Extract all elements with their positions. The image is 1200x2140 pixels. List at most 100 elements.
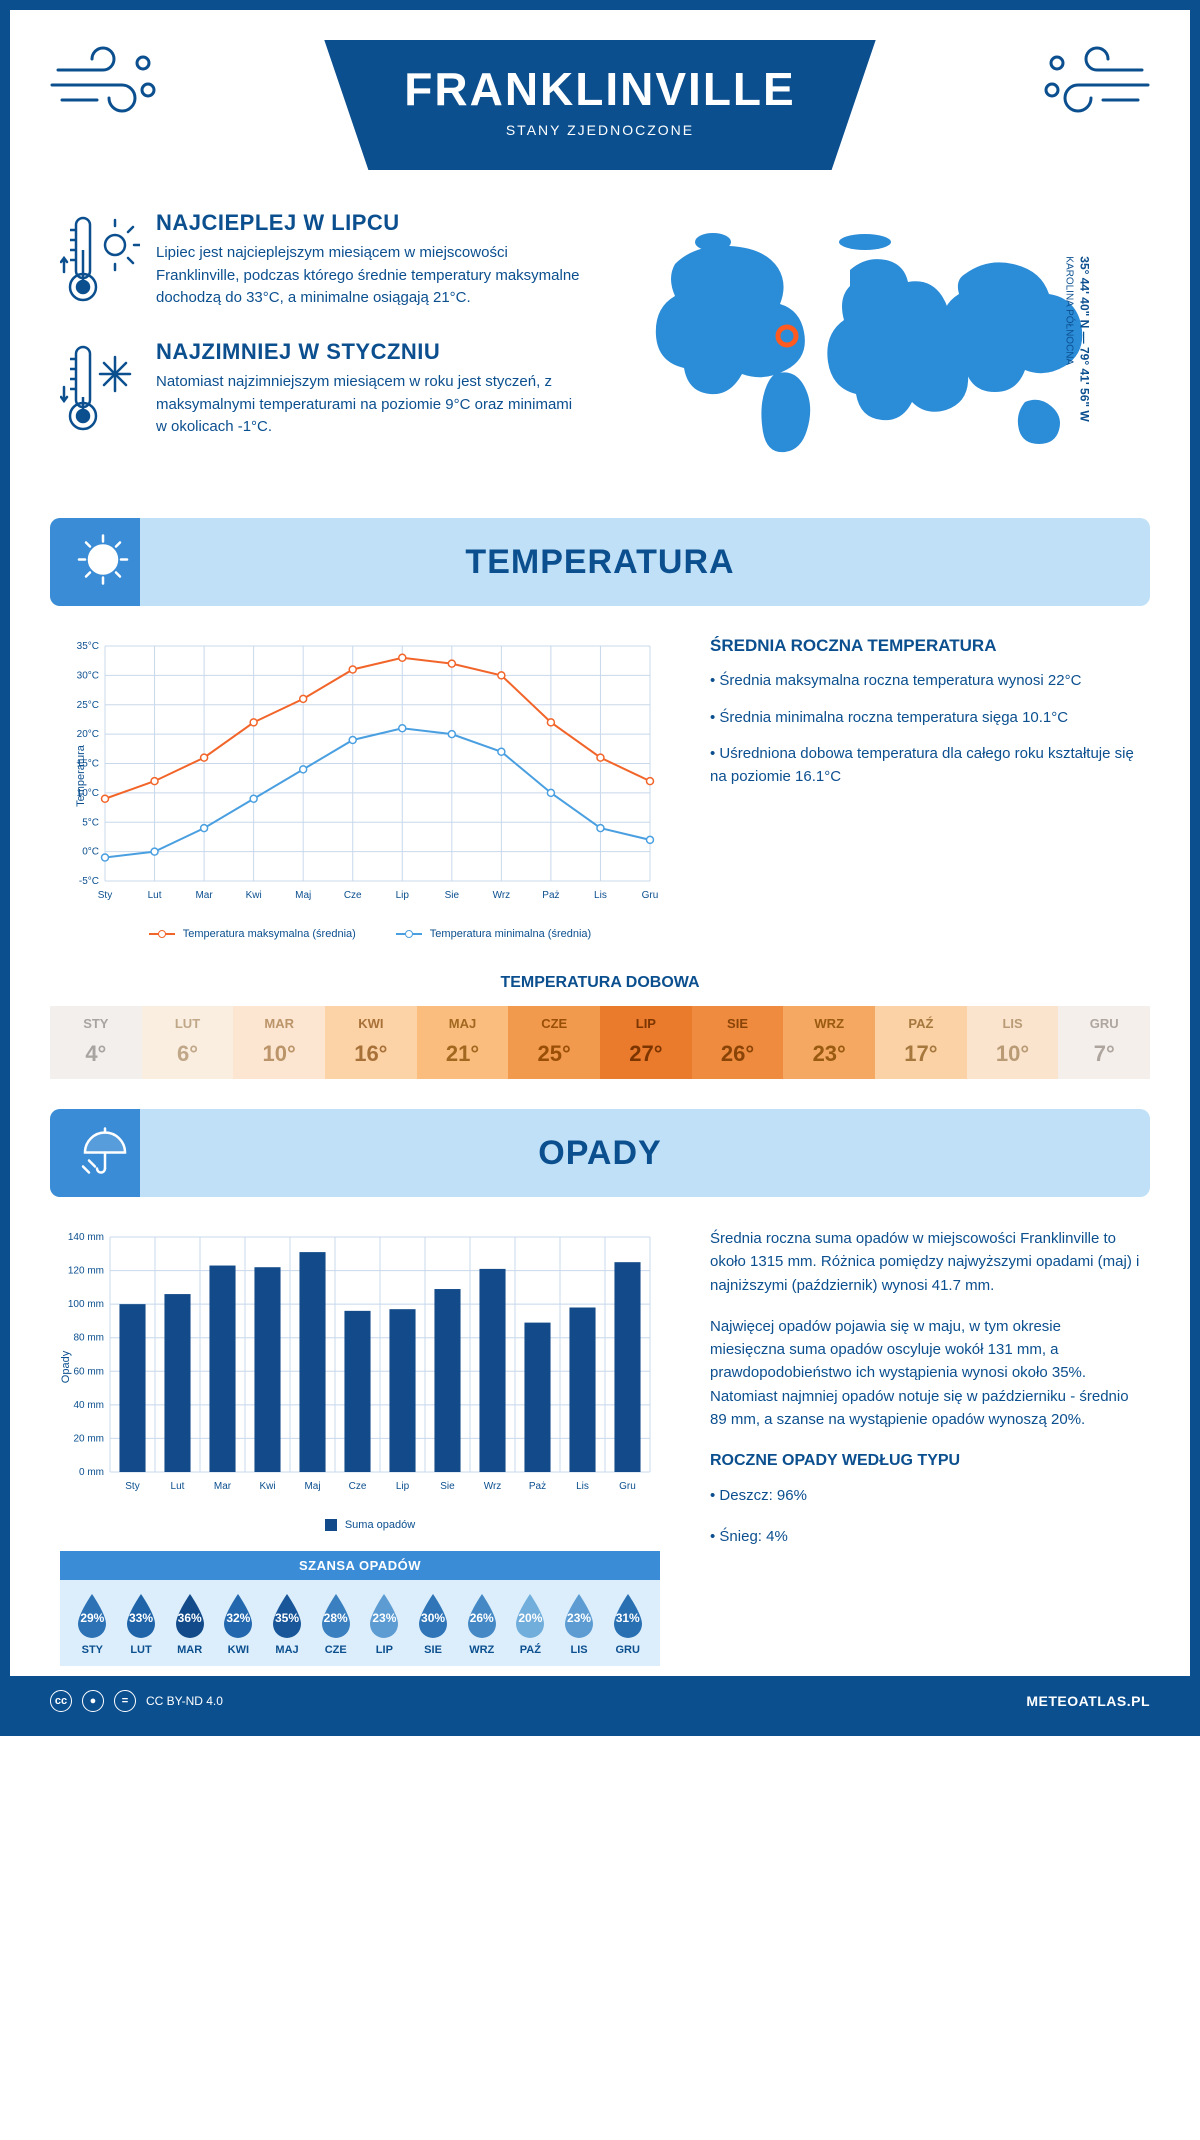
chart-legend: Temperatura maksymalna (średnia) Tempera… — [60, 928, 680, 940]
svg-text:Gru: Gru — [619, 1481, 636, 1492]
world-map: 35° 44' 40" N — 79° 41' 56" W KAROLINA P… — [610, 210, 1140, 468]
svg-text:60 mm: 60 mm — [73, 1366, 104, 1377]
chance-cell: 33% LUT — [117, 1592, 166, 1656]
raindrop-icon: 33% — [121, 1592, 161, 1640]
svg-text:-5°C: -5°C — [79, 876, 99, 887]
precipitation-row: Opady 0 mm20 mm40 mm60 mm80 mm100 mm120 … — [10, 1197, 1190, 1676]
section-header-temperature: TEMPERATURA — [50, 518, 1150, 606]
svg-text:20°C: 20°C — [77, 729, 99, 740]
daily-temp-cell: STY 4° — [50, 1006, 142, 1079]
country-subtitle: STANY ZJEDNOCZONE — [404, 122, 795, 138]
raindrop-icon: 26% — [462, 1592, 502, 1640]
chance-cell: 26% WRZ — [457, 1592, 506, 1656]
raindrop-icon: 20% — [510, 1592, 550, 1640]
svg-text:80 mm: 80 mm — [73, 1333, 104, 1344]
raindrop-icon: 31% — [608, 1592, 648, 1640]
by-icon: ● — [82, 1690, 104, 1712]
section-title: TEMPERATURA — [465, 543, 734, 582]
chance-cell: 30% SIE — [409, 1592, 458, 1656]
raindrop-icon: 36% — [170, 1592, 210, 1640]
section-title: OPADY — [538, 1134, 661, 1173]
chance-cell: 29% STY — [68, 1592, 117, 1656]
license-block: cc ● = CC BY-ND 4.0 — [50, 1690, 223, 1712]
temperature-line-chart: Temperatura -5°C0°C5°C10°C15°C20°C25°C30… — [60, 636, 680, 940]
temp-summary-title: ŚREDNIA ROCZNA TEMPERATURA — [710, 636, 1140, 656]
raindrop-icon: 28% — [316, 1592, 356, 1640]
svg-text:Lis: Lis — [576, 1481, 589, 1492]
hot-text: Lipiec jest najcieplejszym miesiącem w m… — [156, 242, 580, 310]
wind-icon — [1040, 45, 1150, 120]
svg-text:Sty: Sty — [98, 890, 112, 901]
precipitation-chance: SZANSA OPADÓW 29% STY 33% LUT 36% MAR — [60, 1551, 660, 1666]
sun-icon — [75, 532, 131, 593]
svg-text:Cze: Cze — [344, 890, 362, 901]
daily-temp-cell: PAŹ 17° — [875, 1006, 967, 1079]
svg-text:Lis: Lis — [594, 890, 607, 901]
temperature-row: Temperatura -5°C0°C5°C10°C15°C20°C25°C30… — [10, 606, 1190, 950]
svg-text:Wrz: Wrz — [493, 890, 511, 901]
svg-text:140 mm: 140 mm — [68, 1232, 104, 1243]
daily-temp-cell: MAJ 21° — [417, 1006, 509, 1079]
precip-p1: Średnia roczna suma opadów w miejscowośc… — [710, 1227, 1140, 1297]
wind-icon — [50, 45, 160, 120]
svg-text:5°C: 5°C — [82, 817, 99, 828]
footer: cc ● = CC BY-ND 4.0 METEOATLAS.PL — [10, 1676, 1190, 1726]
svg-text:Sie: Sie — [440, 1481, 455, 1492]
cold-title: NAJZIMNIEJ W STYCZNIU — [156, 339, 580, 365]
raindrop-icon: 23% — [559, 1592, 599, 1640]
svg-text:Maj: Maj — [295, 890, 311, 901]
chance-cell: 36% MAR — [165, 1592, 214, 1656]
precipitation-bar-chart: Opady 0 mm20 mm40 mm60 mm80 mm100 mm120 … — [60, 1227, 660, 1507]
raindrop-icon: 23% — [364, 1592, 404, 1640]
svg-text:30°C: 30°C — [77, 670, 99, 681]
svg-text:Wrz: Wrz — [484, 1481, 502, 1492]
chance-cell: 32% KWI — [214, 1592, 263, 1656]
hot-title: NAJCIEPLEJ W LIPCU — [156, 210, 580, 236]
svg-text:Sty: Sty — [125, 1481, 139, 1492]
location-title: FRANKLINVILLE — [404, 62, 795, 116]
chance-title: SZANSA OPADÓW — [60, 1551, 660, 1580]
svg-text:0°C: 0°C — [82, 847, 99, 858]
daily-temp-cell: WRZ 23° — [783, 1006, 875, 1079]
svg-text:Lut: Lut — [171, 1481, 185, 1492]
svg-text:120 mm: 120 mm — [68, 1266, 104, 1277]
daily-temp-cell: KWI 16° — [325, 1006, 417, 1079]
precipitation-by-type: ROCZNE OPADY WEDŁUG TYPU • Deszcz: 96%• … — [710, 1449, 1140, 1548]
nd-icon: = — [114, 1690, 136, 1712]
precipitation-summary: Średnia roczna suma opadów w miejscowośc… — [710, 1227, 1140, 1666]
svg-text:Sie: Sie — [445, 890, 460, 901]
y-axis-label: Temperatura — [75, 745, 87, 807]
svg-text:Mar: Mar — [195, 890, 213, 901]
daily-temp-cell: LIP 27° — [600, 1006, 692, 1079]
temp-bullet: • Średnia minimalna roczna temperatura s… — [710, 707, 1140, 730]
svg-text:100 mm: 100 mm — [68, 1299, 104, 1310]
raindrop-icon: 35% — [267, 1592, 307, 1640]
svg-text:Lip: Lip — [396, 890, 410, 901]
chance-cell: 31% GRU — [603, 1592, 652, 1656]
thermometer-hot-icon — [60, 210, 140, 315]
svg-text:35°C: 35°C — [77, 641, 99, 652]
chance-cell: 20% PAŹ — [506, 1592, 555, 1656]
chance-cell: 23% LIS — [555, 1592, 604, 1656]
daily-temp-cell: CZE 25° — [508, 1006, 600, 1079]
svg-text:Gru: Gru — [642, 890, 659, 901]
svg-text:40 mm: 40 mm — [73, 1400, 104, 1411]
chance-cell: 35% MAJ — [263, 1592, 312, 1656]
chance-cell: 28% CZE — [311, 1592, 360, 1656]
site-brand: METEOATLAS.PL — [1026, 1693, 1150, 1709]
chart-legend: Suma opadów — [60, 1519, 680, 1531]
daily-temp-title: TEMPERATURA DOBOWA — [10, 974, 1190, 992]
daily-temp-cell: SIE 26° — [692, 1006, 784, 1079]
license-text: CC BY-ND 4.0 — [146, 1694, 223, 1708]
svg-text:Kwi: Kwi — [246, 890, 262, 901]
temperature-summary: ŚREDNIA ROCZNA TEMPERATURA • Średnia mak… — [710, 636, 1140, 940]
cold-text: Natomiast najzimniejszym miesiącem w rok… — [156, 371, 580, 439]
daily-temp-cell: LIS 10° — [967, 1006, 1059, 1079]
raindrop-icon: 29% — [72, 1592, 112, 1640]
precip-type-item: • Śnieg: 4% — [710, 1525, 1140, 1548]
chance-cell: 23% LIP — [360, 1592, 409, 1656]
overview-section: NAJCIEPLEJ W LIPCU Lipiec jest najcieple… — [10, 180, 1190, 498]
title-banner: FRANKLINVILLE STANY ZJEDNOCZONE — [324, 40, 875, 170]
temp-bullet: • Uśredniona dobowa temperatura dla całe… — [710, 743, 1140, 788]
page: FRANKLINVILLE STANY ZJEDNOCZONE NAJCIEPL… — [0, 0, 1200, 1736]
